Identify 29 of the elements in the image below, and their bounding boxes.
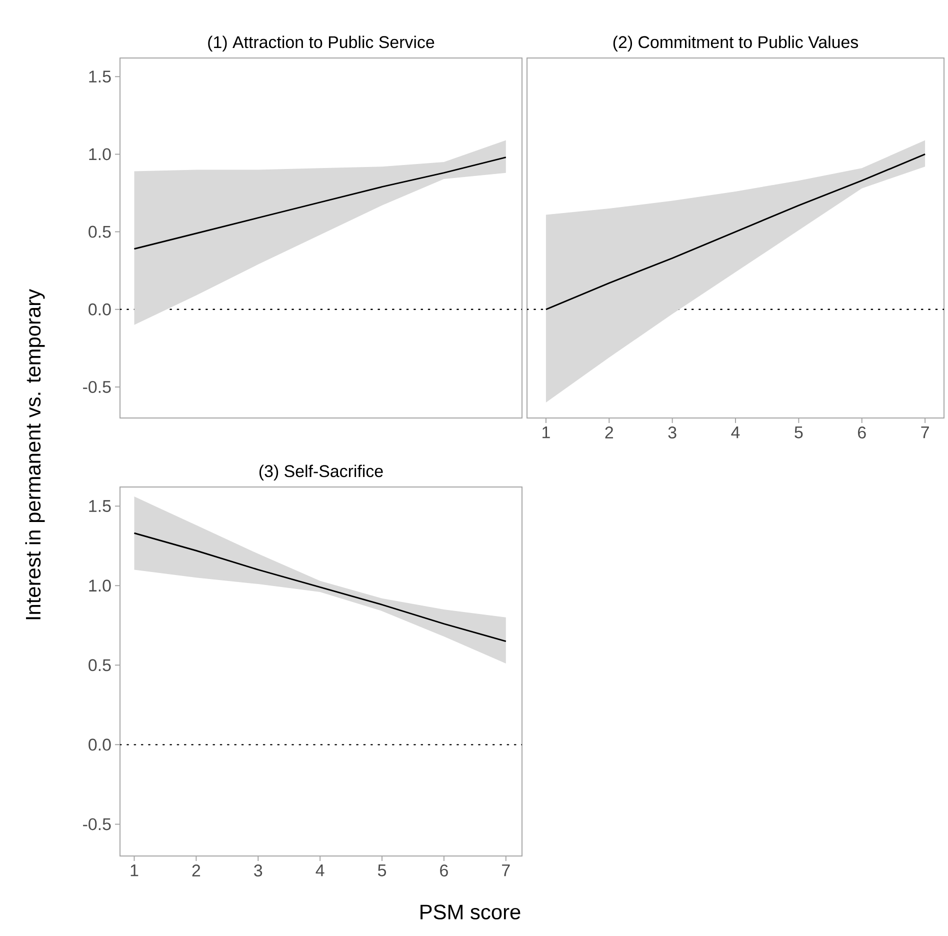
x-tick-label: 2 [605,426,613,438]
y-tick-label: 1.0 [89,148,111,160]
chart-title: (1) Attraction to Public Service [208,36,434,52]
chart-title: (2) Commitment to Public Values [613,36,858,52]
x-axis-title: PSM score [420,904,520,920]
y-tick-label: 1.5 [89,70,111,83]
y-tick-label: 0.0 [88,738,111,751]
chart-title: (3) Self-Sacrifice [259,464,383,480]
x-tick-label: 4 [316,864,324,876]
x-tick-label: 7 [921,426,929,438]
y-axis-title: Interest in permanent vs. temporary [25,289,45,620]
x-tick-label: 3 [254,864,262,877]
y-tick-label: -0.5 [83,818,111,830]
x-tick-label: 5 [378,864,386,876]
y-tick-label: 0.5 [88,659,111,672]
x-tick-label: 5 [794,426,803,438]
x-tick-label: 7 [502,864,510,876]
y-tick-label: 1.0 [89,580,111,592]
x-tick-label: 3 [668,426,676,439]
x-tick-label: 4 [731,426,740,438]
y-tick-label: 0.5 [88,226,111,238]
x-tick-label: 6 [440,864,448,877]
x-tick-label: 2 [192,864,200,876]
x-tick-label: 1 [130,864,138,876]
y-tick-label: 1.5 [89,500,111,512]
x-tick-label: 1 [542,426,550,438]
y-tick-label: -0.5 [83,380,111,393]
x-tick-label: 6 [858,426,866,439]
y-tick-label: 0.0 [88,303,111,316]
